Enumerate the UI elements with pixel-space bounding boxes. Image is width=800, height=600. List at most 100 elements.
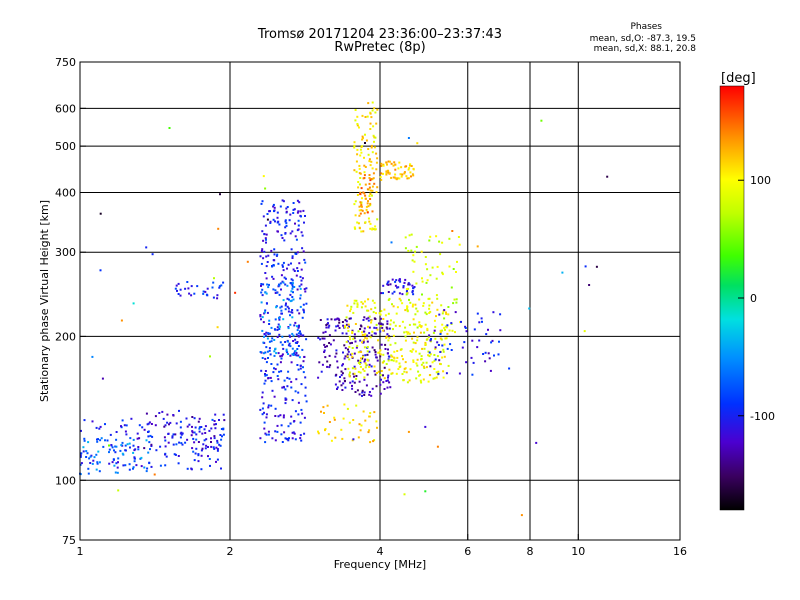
data-point bbox=[213, 435, 216, 438]
data-point bbox=[412, 361, 415, 363]
data-point bbox=[264, 291, 267, 294]
data-point bbox=[186, 467, 189, 470]
data-point bbox=[412, 318, 415, 321]
data-point bbox=[386, 320, 389, 323]
data-point bbox=[364, 366, 367, 369]
data-point bbox=[300, 215, 302, 218]
data-point bbox=[278, 370, 281, 373]
data-point bbox=[361, 135, 364, 138]
data-point bbox=[108, 448, 111, 451]
data-point bbox=[390, 176, 393, 179]
data-point bbox=[366, 337, 369, 340]
data-point bbox=[368, 195, 371, 198]
data-point bbox=[268, 349, 271, 352]
data-point bbox=[352, 372, 355, 375]
data-point bbox=[361, 394, 363, 397]
data-point bbox=[363, 316, 366, 319]
data-point bbox=[99, 425, 102, 428]
data-point bbox=[204, 447, 207, 450]
data-point bbox=[449, 343, 452, 346]
data-point bbox=[333, 416, 336, 419]
data-point bbox=[246, 260, 249, 263]
data-point bbox=[260, 318, 262, 321]
data-point bbox=[283, 379, 286, 382]
data-point bbox=[387, 171, 390, 174]
data-point bbox=[355, 170, 358, 173]
data-point bbox=[363, 376, 366, 379]
data-point bbox=[492, 311, 495, 314]
data-point bbox=[335, 373, 338, 376]
data-point bbox=[174, 433, 177, 436]
data-point bbox=[270, 363, 273, 365]
data-point bbox=[114, 471, 117, 474]
data-point bbox=[465, 330, 468, 333]
data-point bbox=[499, 329, 502, 332]
data-point bbox=[212, 296, 215, 299]
data-point bbox=[382, 361, 384, 364]
data-point bbox=[136, 437, 139, 440]
data-point bbox=[369, 227, 372, 230]
data-point bbox=[273, 248, 276, 251]
data-point bbox=[280, 370, 283, 373]
data-point bbox=[371, 189, 374, 192]
data-point bbox=[407, 137, 410, 139]
data-point bbox=[406, 289, 408, 292]
cluster bbox=[359, 172, 376, 215]
data-point bbox=[385, 172, 388, 175]
data-point bbox=[273, 350, 276, 353]
data-point bbox=[135, 464, 138, 467]
data-point bbox=[383, 388, 386, 390]
data-point bbox=[91, 420, 94, 423]
data-point bbox=[281, 386, 284, 389]
data-point bbox=[301, 234, 304, 237]
data-point bbox=[353, 169, 356, 172]
data-point bbox=[439, 253, 442, 256]
data-point bbox=[266, 311, 269, 314]
data-point bbox=[179, 294, 182, 297]
data-point bbox=[162, 417, 165, 420]
data-point bbox=[276, 326, 279, 329]
data-point bbox=[211, 286, 214, 289]
data-point bbox=[278, 223, 281, 226]
data-point bbox=[349, 342, 352, 345]
data-point bbox=[379, 317, 382, 320]
data-point bbox=[195, 433, 198, 436]
data-point bbox=[347, 348, 349, 351]
data-point bbox=[334, 383, 337, 386]
data-point bbox=[351, 355, 354, 358]
data-point bbox=[164, 445, 167, 448]
cluster bbox=[79, 437, 150, 476]
data-point bbox=[267, 254, 270, 257]
data-point bbox=[360, 187, 363, 190]
data-point bbox=[371, 167, 374, 170]
data-point bbox=[272, 205, 275, 208]
data-point bbox=[288, 377, 291, 380]
data-point bbox=[265, 233, 268, 236]
data-point bbox=[210, 427, 213, 430]
data-point bbox=[320, 410, 322, 413]
data-point bbox=[216, 326, 219, 329]
data-point bbox=[261, 294, 264, 297]
data-point bbox=[370, 178, 373, 181]
data-point bbox=[368, 350, 371, 353]
data-point bbox=[424, 341, 427, 344]
data-point bbox=[272, 277, 275, 280]
data-point bbox=[298, 312, 301, 315]
data-point bbox=[291, 316, 294, 319]
data-point bbox=[278, 293, 281, 296]
data-point bbox=[222, 433, 225, 436]
data-point bbox=[261, 288, 264, 291]
data-point bbox=[457, 236, 460, 238]
data-point bbox=[208, 458, 211, 460]
data-point bbox=[460, 320, 462, 323]
data-point bbox=[128, 442, 131, 445]
data-point bbox=[401, 293, 404, 296]
data-point bbox=[265, 255, 268, 258]
data-point bbox=[374, 332, 377, 335]
data-point bbox=[358, 423, 361, 426]
cluster bbox=[91, 119, 609, 517]
data-point bbox=[407, 168, 410, 171]
data-point bbox=[191, 430, 194, 433]
data-point bbox=[385, 363, 388, 365]
data-point bbox=[369, 128, 372, 130]
